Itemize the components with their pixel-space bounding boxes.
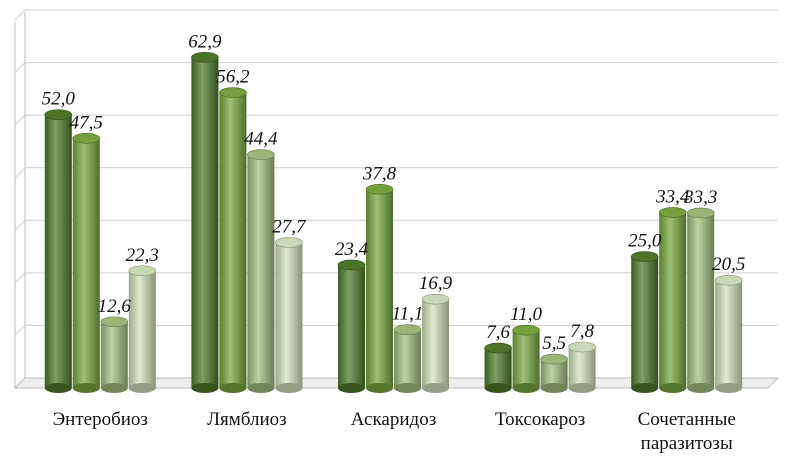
bar bbox=[714, 274, 743, 393]
gridline bbox=[14, 219, 778, 231]
gridline bbox=[14, 62, 778, 73]
value-label: 23,4 bbox=[335, 239, 369, 260]
category-labels: Энтеробиоз Лямблиоз Аскаридоз Токсокароз Соч… bbox=[53, 409, 736, 454]
category-label: Аскаридоз bbox=[351, 409, 436, 430]
bar bbox=[44, 109, 73, 393]
value-label: 47,5 bbox=[70, 112, 103, 133]
value-label: 33,3 bbox=[683, 187, 717, 208]
value-label: 33,4 bbox=[655, 186, 690, 207]
category-label: Лямблиоз bbox=[207, 409, 287, 430]
value-label: 7,6 bbox=[486, 322, 510, 343]
value-label: 52,0 bbox=[42, 89, 76, 110]
gridline bbox=[14, 167, 778, 179]
value-label: 56,2 bbox=[216, 67, 250, 88]
bar bbox=[72, 132, 101, 393]
bar bbox=[337, 259, 366, 393]
bar bbox=[191, 52, 219, 393]
bar bbox=[512, 324, 540, 393]
category-label: Сочетанные паразитозы bbox=[638, 409, 736, 454]
bar bbox=[484, 342, 512, 393]
bar bbox=[630, 251, 659, 393]
value-label: 62,9 bbox=[188, 31, 222, 52]
bar bbox=[421, 293, 450, 393]
value-label: 20,5 bbox=[712, 254, 745, 275]
value-label: 11,0 bbox=[510, 304, 542, 325]
gridline bbox=[14, 114, 778, 126]
bar bbox=[540, 353, 568, 393]
value-label: 16,9 bbox=[419, 273, 453, 294]
gridline bbox=[14, 9, 778, 21]
value-label: 37,8 bbox=[362, 163, 397, 184]
value-label: 25,0 bbox=[628, 231, 662, 252]
bar bbox=[247, 149, 275, 393]
value-label: 5,5 bbox=[542, 333, 566, 354]
value-label: 7,8 bbox=[570, 321, 594, 342]
bar bbox=[686, 207, 715, 393]
value-label: 11,1 bbox=[392, 304, 424, 325]
bar bbox=[128, 265, 157, 393]
bars bbox=[44, 52, 743, 393]
bar bbox=[393, 324, 422, 393]
bar bbox=[568, 341, 596, 393]
category-label: Токсокароз bbox=[495, 409, 585, 430]
bar bbox=[275, 237, 303, 393]
category-label: Энтеробиоз bbox=[53, 409, 148, 430]
value-labels: 52,047,5 12,6 22,3 62,9 56,2 44,4 27,7 23,4 37,8… bbox=[42, 31, 746, 354]
bar bbox=[100, 316, 129, 393]
gridline bbox=[14, 272, 778, 284]
value-label: 22,3 bbox=[126, 245, 159, 266]
bar bbox=[219, 87, 247, 393]
bar bbox=[365, 183, 394, 393]
value-label: 27,7 bbox=[272, 216, 307, 237]
value-label: 12,6 bbox=[98, 296, 132, 317]
value-label: 44,4 bbox=[244, 129, 278, 150]
bar bbox=[658, 207, 687, 393]
